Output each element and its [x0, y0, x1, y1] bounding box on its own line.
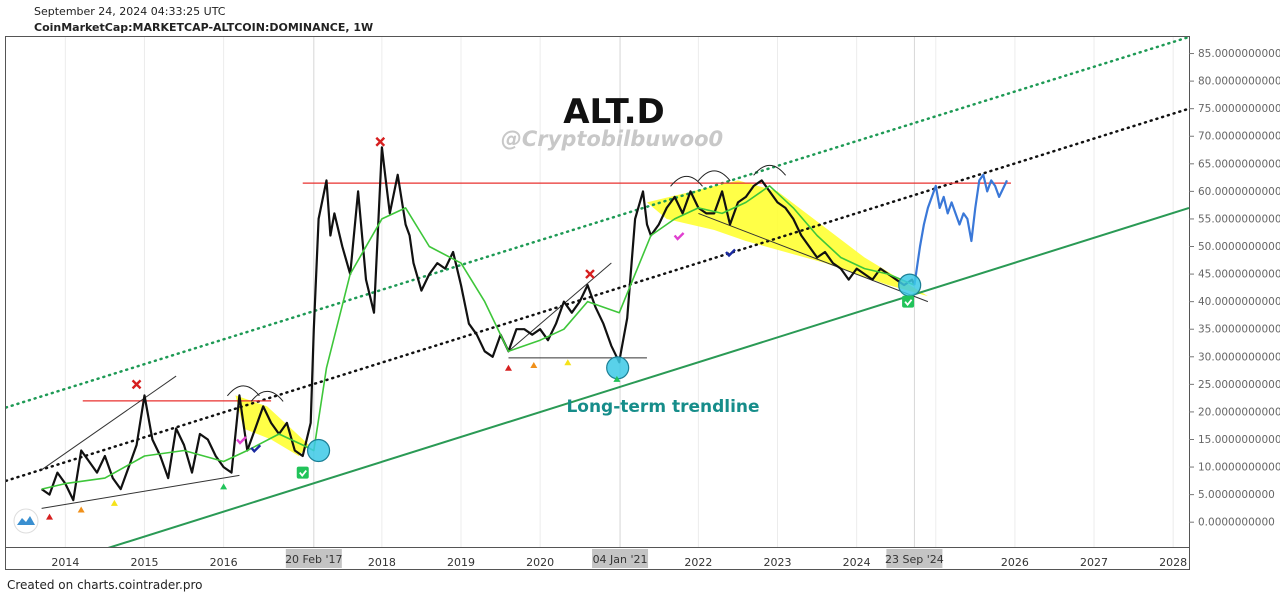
signal-triangle-icon	[564, 359, 572, 366]
touch-circle-marker	[306, 438, 331, 463]
y-tick-label: 45.0000000000	[1198, 269, 1280, 281]
sell-cross-marker	[375, 136, 386, 147]
upper-channel	[6, 37, 1189, 409]
y-tick-label: 5.0000000000	[1198, 489, 1275, 501]
y-tick-label: 50.0000000000	[1198, 241, 1280, 253]
x-tick-label: 2015	[130, 556, 158, 569]
mid-channel	[6, 107, 1189, 483]
x-tick-label: 2018	[368, 556, 396, 569]
y-tick-label: 75.0000000000	[1198, 103, 1280, 115]
checkmark-icon	[673, 232, 685, 241]
peak-arc	[227, 385, 260, 397]
x-highlight-label: 23 Sep '24	[885, 553, 944, 566]
series-projection	[913, 173, 1008, 286]
trendline-annotation: Long-term trendline	[566, 397, 759, 417]
signal-triangle-icon	[46, 513, 54, 520]
x-tick-label: 2023	[764, 556, 792, 569]
peak-arc	[697, 170, 731, 182]
x-highlight-box	[285, 549, 342, 568]
chart-symbol: CoinMarketCap:MARKETCAP-ALTCOIN:DOMINANC…	[34, 21, 374, 34]
x-tick-label: 2027	[1080, 556, 1108, 569]
y-tick-label: 0.0000000000	[1198, 517, 1275, 529]
check-badge-icon	[902, 295, 915, 308]
signal-triangle-icon	[220, 483, 228, 490]
x-tick-label: 2014	[51, 556, 79, 569]
chart-timestamp: September 24, 2024 04:33:25 UTC	[34, 5, 226, 18]
sell-cross-marker	[585, 269, 595, 279]
y-tick-label: 40.0000000000	[1198, 296, 1280, 308]
wedge-fill	[646, 180, 928, 297]
sell-cross-marker	[131, 379, 142, 390]
touch-circle-marker	[898, 273, 922, 297]
long-term-trendline	[107, 206, 1189, 547]
series-price	[40, 146, 916, 502]
x-highlight-box	[592, 549, 649, 568]
checkmark-icon	[725, 248, 736, 258]
signal-triangle-icon	[504, 364, 512, 371]
peak-arc	[753, 164, 786, 176]
chart-watermark-handle: @Cryptobilbuwoo0	[501, 127, 723, 151]
check-badge-icon	[296, 466, 309, 479]
y-tick-label: 15.0000000000	[1198, 434, 1280, 446]
signal-triangle-icon	[530, 362, 538, 369]
chart-title: ALT.D	[563, 92, 665, 132]
signal-triangle-icon	[110, 499, 118, 506]
y-tick-label: 80.0000000000	[1198, 76, 1280, 88]
plot-frame	[5, 36, 1190, 548]
x-tick-label: 2028	[1159, 556, 1187, 569]
x-tick-label: 2019	[447, 556, 475, 569]
pattern-line	[698, 212, 929, 303]
y-tick-label: 20.0000000000	[1198, 406, 1280, 418]
y-tick-label: 70.0000000000	[1198, 131, 1280, 143]
y-tick-label: 35.0000000000	[1198, 324, 1280, 336]
signal-triangle-icon	[613, 375, 621, 382]
x-tick-label: 2026	[1001, 556, 1029, 569]
y-tick-label: 60.0000000000	[1198, 186, 1280, 198]
checkmark-icon	[250, 444, 262, 454]
x-tick-label: 2022	[684, 556, 712, 569]
x-highlight-box	[886, 549, 943, 568]
pattern-line	[41, 375, 177, 471]
touch-circle-marker	[606, 356, 630, 380]
y-tick-label: 55.0000000000	[1198, 213, 1280, 225]
y-tick-label: 10.0000000000	[1198, 462, 1280, 474]
y-tick-label: 30.0000000000	[1198, 351, 1280, 363]
y-tick-label: 85.0000000000	[1198, 48, 1280, 60]
x-tick-label: 2016	[210, 556, 238, 569]
cointrader-logo-icon	[13, 508, 39, 534]
peak-arc	[670, 175, 703, 187]
x-tick-label: 2024	[843, 556, 871, 569]
peak-arc	[250, 390, 284, 402]
x-highlight-label: 20 Feb '17	[285, 553, 343, 566]
signal-triangle-icon	[77, 506, 85, 513]
x-tick-label: 2020	[526, 556, 554, 569]
pattern-line	[41, 474, 240, 509]
y-tick-label: 65.0000000000	[1198, 158, 1280, 170]
y-tick-label: 25.0000000000	[1198, 379, 1280, 391]
footer-credit: Created on charts.cointrader.pro	[7, 578, 203, 592]
series-ma	[41, 185, 915, 490]
checkmark-icon	[236, 436, 247, 445]
x-highlight-label: 04 Jan '21	[593, 553, 648, 566]
